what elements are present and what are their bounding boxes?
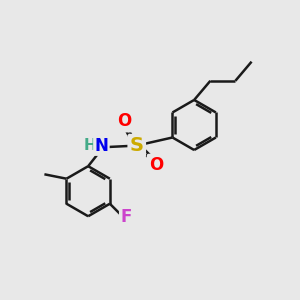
- Text: O: O: [149, 156, 163, 174]
- Text: O: O: [117, 112, 131, 130]
- Text: N: N: [94, 136, 108, 154]
- Text: H: H: [84, 138, 97, 153]
- Text: F: F: [121, 208, 132, 226]
- Text: S: S: [130, 136, 144, 155]
